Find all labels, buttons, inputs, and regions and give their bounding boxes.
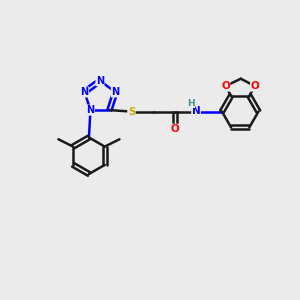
Text: N: N: [86, 105, 94, 115]
Text: O: O: [221, 81, 230, 91]
Text: S: S: [128, 106, 135, 117]
Text: N: N: [111, 87, 119, 97]
Text: O: O: [250, 81, 259, 91]
Text: H: H: [187, 99, 195, 108]
Text: N: N: [80, 87, 88, 97]
Text: N: N: [192, 106, 200, 116]
Text: N: N: [96, 76, 104, 86]
Text: O: O: [170, 124, 179, 134]
